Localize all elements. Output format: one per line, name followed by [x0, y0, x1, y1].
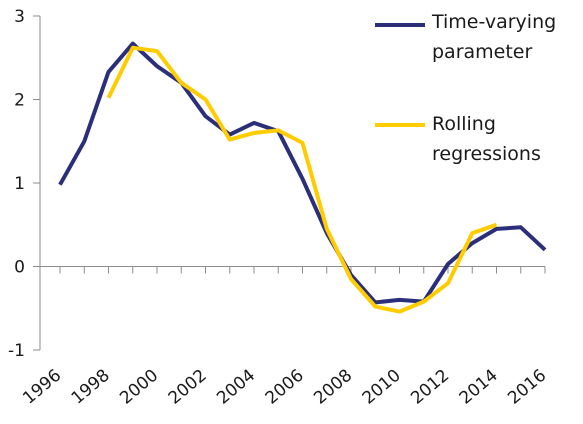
series-layer [58, 41, 547, 314]
x-tick-label: 2000 [116, 366, 162, 409]
y-tick-labels: 3 2 1 0 -1 [8, 7, 25, 361]
series-line-rolling-regressions [106, 45, 498, 314]
legend-label: Rolling [432, 113, 496, 135]
x-tick-label: 2016 [504, 366, 550, 409]
legend-label: regressions [432, 143, 541, 165]
chart-axes [33, 15, 546, 351]
series-line-time-varying-parameter [58, 41, 547, 305]
y-tick-label: 1 [14, 174, 25, 194]
legend-label: parameter [432, 41, 532, 63]
x-tick-label: 2010 [359, 366, 405, 409]
x-tick-labels: 1996 1998 2000 2002 2004 2006 2008 2010 2012 2014… [19, 366, 550, 409]
y-tick-label: -1 [8, 341, 25, 361]
x-tick-label: 2012 [407, 366, 453, 409]
y-tick-label: 0 [14, 258, 25, 278]
x-tick-label: 2002 [165, 366, 211, 409]
x-tick-label: 2006 [262, 366, 308, 409]
y-tick-label: 3 [14, 7, 25, 27]
x-tick-label: 1996 [19, 366, 65, 409]
x-tick-label: 1998 [68, 366, 114, 409]
legend-label: Time-varying [431, 11, 556, 33]
x-tick-label: 2008 [310, 366, 356, 409]
x-tick-label: 2014 [456, 366, 502, 409]
legend: Time-varying parameter Rolling regressions [375, 11, 556, 165]
x-tick-label: 2004 [213, 366, 259, 409]
y-tick-label: 2 [14, 91, 25, 111]
